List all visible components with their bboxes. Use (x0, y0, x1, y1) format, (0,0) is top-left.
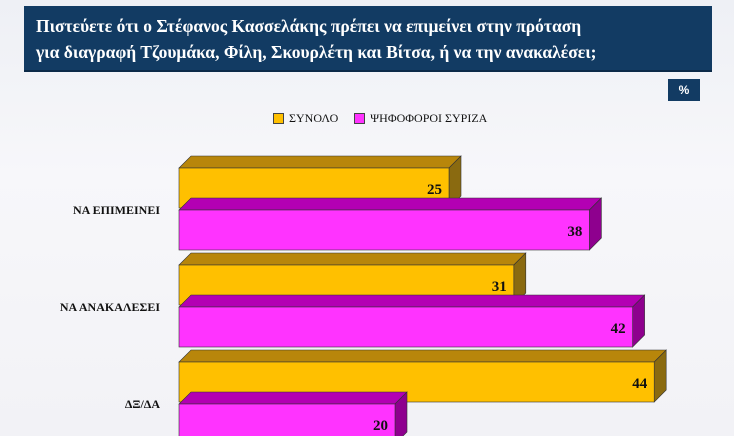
bar-1-1-value-label: 42 (611, 321, 626, 337)
bar-2-1 (178, 403, 396, 436)
category-label-1: ΝΑ ΑΝΑΚΑΛΕΣΕΙ (60, 300, 160, 314)
bar-0-0-top (178, 155, 462, 169)
legend-item-syriza: ΨΗΦΟΦΟΡΟΙ ΣΥΡΙΖΑ (354, 111, 487, 126)
unit-badge: % (668, 79, 700, 101)
legend-swatch-total (273, 112, 284, 124)
title-banner: Πιστεύετε ότι ο Στέφανος Κασσελάκης πρέπ… (24, 6, 712, 72)
bar-2-1-value-label: 20 (373, 418, 388, 434)
legend: ΣΥΝΟΛΟ ΨΗΦΟΦΟΡΟΙ ΣΥΡΙΖΑ (273, 109, 503, 127)
bar-2-0-value-label: 44 (632, 376, 648, 392)
legend-item-total: ΣΥΝΟΛΟ (273, 111, 338, 126)
title-line-1: Πιστεύετε ότι ο Στέφανος Κασσελάκης πρέπ… (36, 16, 582, 36)
category-label-2: ΔΞ/ΔΑ (125, 397, 161, 411)
bar-1-1 (178, 306, 633, 348)
category-label-0: ΝΑ ΕΠΙΜΕΙΝΕΙ (73, 203, 160, 217)
bar-0-1 (178, 209, 590, 251)
bar-1-0-value-label: 31 (492, 279, 507, 295)
title-line-2: για διαγραφή Τζουμάκα, Φίλη, Σκουρλέτη κ… (36, 42, 597, 62)
bar-0-1-value-label: 38 (567, 224, 582, 240)
bar-1-0-top (178, 252, 527, 266)
bar-2-1-top (178, 391, 408, 405)
legend-swatch-syriza (354, 112, 366, 124)
legend-label-syriza: ΨΗΦΟΦΟΡΟΙ ΣΥΡΙΖΑ (370, 110, 488, 125)
bar-0-1-top (178, 197, 603, 211)
bar-1-1-top (178, 294, 646, 308)
bar-2-0-top (178, 349, 667, 363)
bar-0-0-value-label: 25 (427, 182, 442, 198)
legend-label-total: ΣΥΝΟΛΟ (289, 110, 339, 125)
